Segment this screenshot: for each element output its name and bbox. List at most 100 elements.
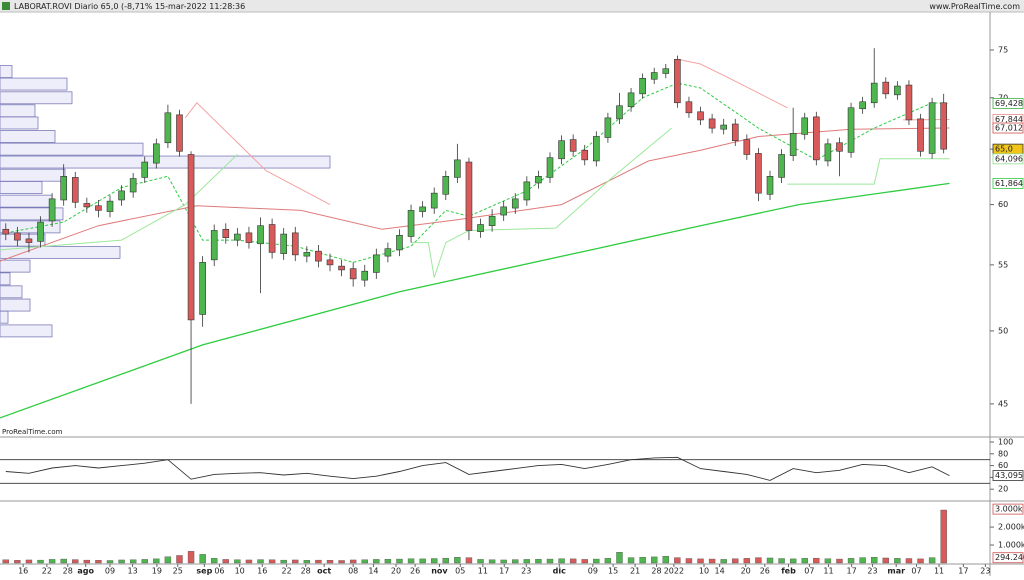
volume-bar (685, 558, 693, 564)
y-tick-label: 60 (998, 200, 1008, 209)
y-tick-label: 50 (998, 326, 1008, 335)
candle-body (25, 238, 33, 243)
x-tick-label: 17 (499, 567, 509, 576)
x-tick-label: 15 (608, 567, 618, 576)
volume-profile-bar (0, 310, 9, 324)
x-tick-label: 20 (391, 567, 401, 576)
x-tick-label: 28 (301, 567, 311, 576)
candle-body (917, 118, 924, 152)
volume-bar (106, 560, 114, 564)
volume-bar (928, 557, 936, 564)
chart-title: LABORAT.ROVI Diario 65,0 (-8,71% 15-mar-… (14, 2, 245, 11)
candle-body (210, 230, 218, 261)
indicator-line (0, 127, 950, 262)
volume-profile-bar (0, 168, 66, 182)
y-tick-label: 20 (998, 485, 1008, 494)
volume-bar (454, 557, 461, 564)
x-tick-label: 09 (105, 567, 115, 576)
candle-body (477, 224, 484, 232)
candle-body (928, 102, 936, 154)
volume-bar (940, 509, 947, 564)
header-bar (0, 0, 1024, 12)
candle-body (488, 215, 496, 226)
candle-body (546, 157, 554, 178)
candle-body (268, 224, 276, 253)
candle-body (2, 228, 10, 235)
volume-bar (396, 558, 403, 564)
volume-bar (593, 558, 600, 564)
candle-body (824, 143, 832, 162)
candle-body (118, 190, 125, 201)
volume-bar (153, 558, 160, 564)
candle-body (361, 270, 369, 281)
volume-bar (732, 558, 739, 564)
volume-bar (627, 557, 635, 564)
volume-bar (222, 559, 229, 564)
indicator-line (0, 182, 950, 419)
x-tick-label: feb (781, 567, 796, 576)
candle-body (616, 105, 623, 120)
candle-body (338, 265, 345, 271)
candle-body (511, 198, 519, 209)
candle-body (176, 114, 183, 152)
candle-body (245, 232, 253, 243)
candle-body (789, 133, 797, 156)
candle-body (662, 68, 670, 74)
volume-profile-bar (0, 245, 121, 259)
x-tick-label: 28 (651, 567, 661, 576)
indicator-line (0, 127, 950, 278)
x-tick-label: 06 (214, 567, 224, 576)
volume-bar (651, 556, 658, 564)
volume-bar (60, 558, 67, 564)
value-marker-label: 43,095 (995, 471, 1023, 480)
volume-bar (361, 559, 368, 564)
candle-body (454, 159, 461, 178)
x-tick-label: 23 (980, 567, 990, 576)
candle-body (442, 176, 450, 195)
volume-bar (37, 559, 44, 564)
candle-body (373, 254, 380, 273)
volume-bar (720, 559, 727, 564)
volume-bar (176, 555, 183, 564)
volume-profile-bar (0, 285, 23, 299)
volume-bar (917, 558, 924, 564)
value-marker-label: 3.000k (995, 505, 1023, 514)
candle-body (500, 206, 507, 216)
candle-body (708, 118, 716, 129)
y-tick-label: 60 (998, 461, 1008, 470)
volume-profile-bar (0, 77, 68, 91)
candle-body (349, 268, 357, 280)
candle-body (535, 176, 542, 184)
candle-body (685, 101, 693, 114)
x-tick-label: 22 (42, 567, 52, 576)
volume-bar (697, 558, 704, 564)
candle-body (859, 101, 866, 110)
candle-body (801, 117, 809, 135)
candle-body (627, 92, 635, 108)
value-marker (992, 503, 1024, 515)
candle-body (257, 225, 264, 245)
candle-body (384, 248, 392, 257)
candle-body (581, 149, 589, 161)
volume-bar (2, 559, 9, 564)
volume-bar (778, 558, 785, 564)
volume-bar (234, 559, 241, 564)
volume-bar (118, 559, 125, 564)
x-tick-label: sep (196, 567, 212, 576)
volume-bar (292, 559, 299, 564)
value-marker (992, 153, 1024, 165)
x-tick-label: 09 (588, 567, 598, 576)
volume-bar (674, 557, 681, 564)
x-tick-label: oct (317, 567, 331, 576)
x-tick-label: 16 (18, 567, 28, 576)
x-tick-label: 14 (368, 567, 378, 576)
volume-bar (95, 560, 102, 564)
volume-bar (546, 558, 554, 564)
x-tick-label: 26 (760, 567, 770, 576)
y-tick-label: 1.000k (998, 541, 1024, 550)
volume-bar (431, 558, 438, 564)
header-icon (2, 2, 10, 10)
volume-bar (500, 559, 507, 564)
x-tick-label: 11 (934, 567, 944, 576)
